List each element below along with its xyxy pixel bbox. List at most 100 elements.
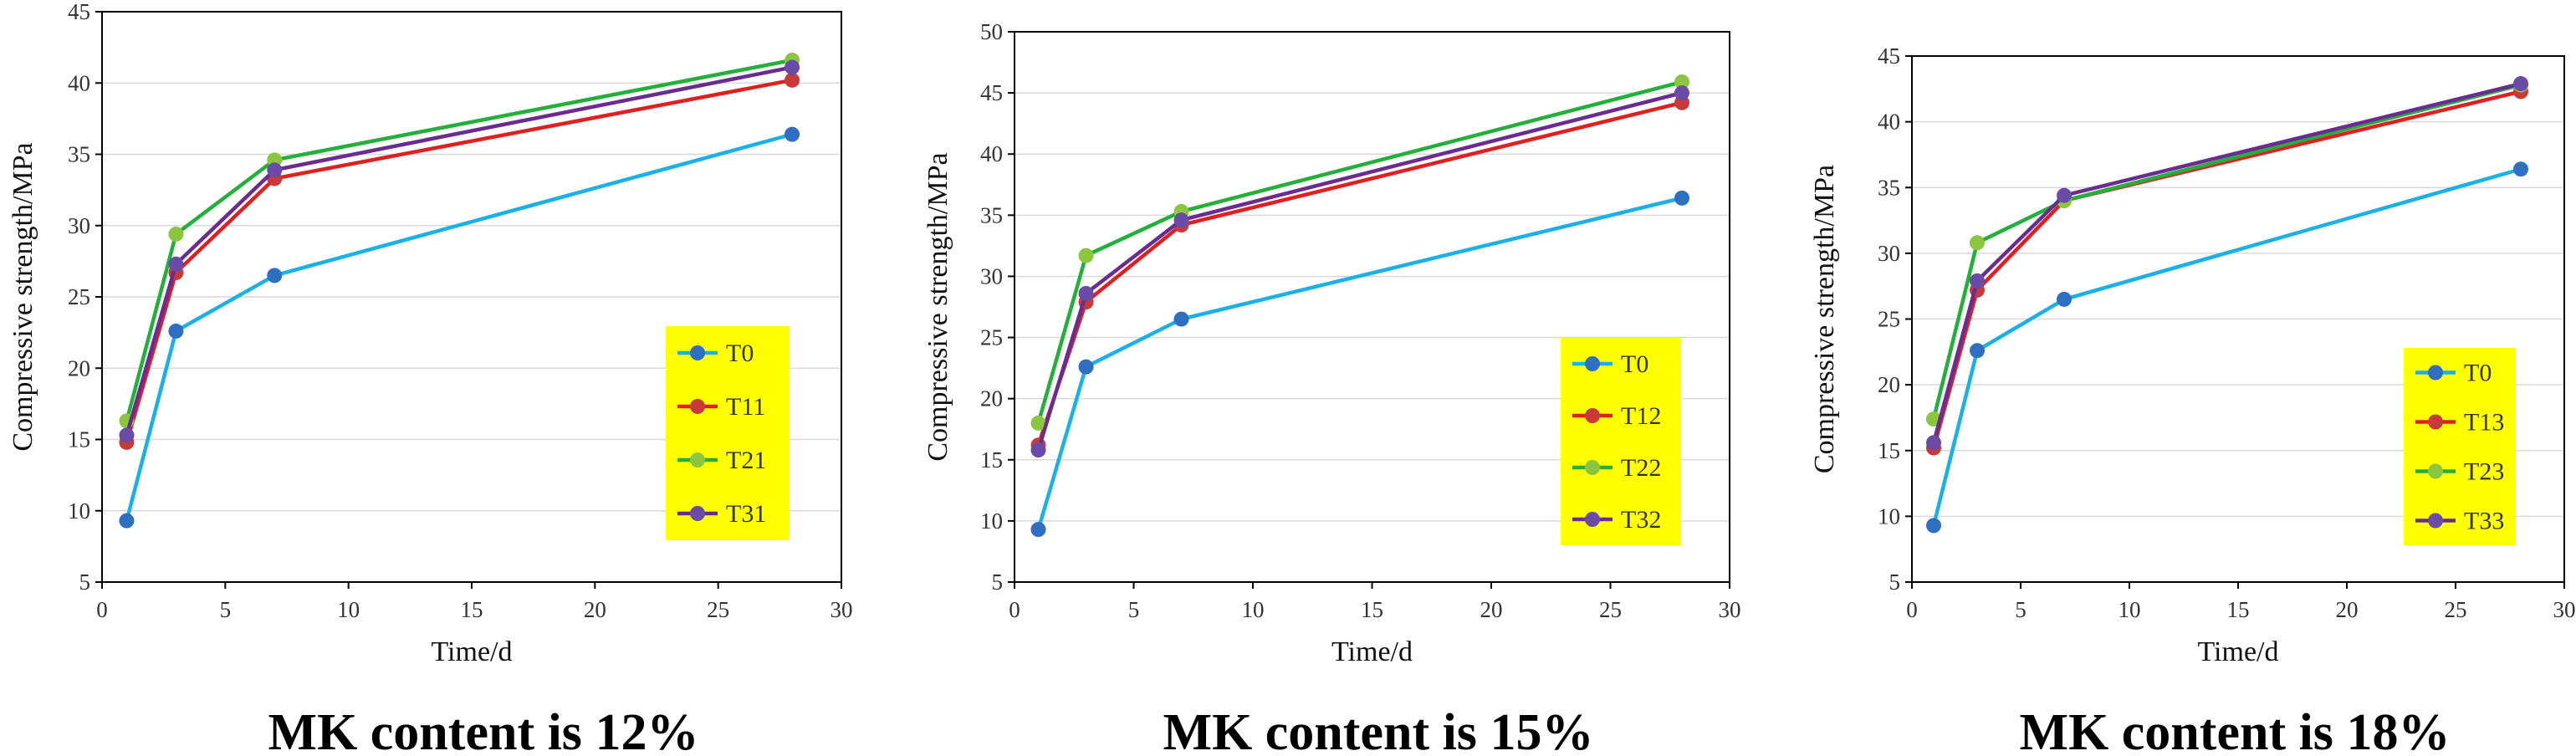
legend-label-t21: T21: [726, 447, 766, 474]
legend-swatch-marker: [690, 506, 705, 521]
x-tick-label: 5: [2015, 597, 2027, 622]
x-tick-label: 15: [461, 597, 483, 622]
data-point-t0: [1926, 518, 1941, 534]
legend-swatch-marker: [2428, 414, 2443, 430]
legend-swatch-marker: [1585, 512, 1600, 527]
data-point-t32: [1674, 85, 1689, 101]
y-tick-label: 10: [980, 508, 1003, 534]
y-tick-label: 30: [68, 213, 90, 238]
x-tick-label: 0: [1906, 597, 1918, 622]
x-tick-label: 30: [2553, 597, 2576, 622]
data-point-t0: [1970, 343, 1985, 359]
legend-label-t32: T32: [1621, 506, 1661, 534]
y-tick-label: 25: [68, 284, 90, 309]
data-point-t33: [2513, 76, 2528, 92]
y-tick-label: 45: [980, 80, 1003, 105]
series-line-t11: [125, 78, 793, 443]
y-tick-label: 15: [1878, 438, 1900, 463]
legend-label-t11: T11: [726, 393, 765, 421]
legend-label-t12: T12: [1621, 402, 1661, 430]
series-line-t31: [125, 65, 793, 437]
data-point-t32: [1173, 212, 1189, 228]
legend-label-t0: T0: [2464, 360, 2492, 387]
data-point-t31: [119, 427, 135, 443]
y-tick-label: 10: [68, 498, 90, 524]
data-point-t0: [267, 268, 283, 284]
data-point-t32: [1078, 285, 1094, 301]
chart-3: 0 5 10 15 20 25 3051015202530354045Time/dCompr…: [1809, 43, 2576, 756]
data-point-t0: [1030, 522, 1046, 538]
x-tick-label: 30: [1719, 597, 1741, 622]
series-line-t32: [1036, 90, 1683, 451]
y-tick-label: 30: [980, 263, 1003, 289]
x-tick-label: 0: [96, 597, 108, 622]
x-axis-label: Time/d: [2197, 636, 2278, 667]
chart-1: 0 5 10 15 20 25 3051015202530354045Time/dCompr…: [8, 0, 853, 756]
legend-swatch-marker: [1585, 356, 1600, 371]
legend-label-t22: T22: [1621, 454, 1661, 482]
y-tick-label: 40: [68, 70, 90, 95]
y-axis-label: Compressive strength/MPa: [923, 152, 953, 461]
y-tick-label: 50: [980, 19, 1003, 44]
data-point-t33: [2057, 187, 2072, 203]
x-tick-label: 20: [2336, 597, 2359, 622]
legend-label-t33: T33: [2464, 508, 2504, 535]
y-tick-label: 35: [68, 142, 90, 167]
chart-caption: MK content is 18%: [2020, 704, 2451, 756]
legend: T0 T12 T22 T32: [1561, 338, 1681, 545]
x-tick-label: 30: [831, 597, 853, 622]
data-point-t33: [1970, 273, 1985, 289]
data-point-t0: [1078, 359, 1094, 375]
data-point-t0: [2513, 161, 2528, 177]
legend-swatch-marker: [2428, 365, 2443, 381]
data-point-t33: [1926, 435, 1941, 451]
x-tick-label: 25: [707, 597, 729, 622]
data-point-t0: [1173, 311, 1189, 327]
y-tick-label: 20: [1878, 372, 1900, 397]
legend-background: [666, 326, 790, 540]
y-tick-label: 10: [1878, 503, 1900, 529]
y-tick-label: 40: [1878, 110, 1900, 135]
chart-caption: MK content is 12%: [268, 704, 699, 756]
x-tick-label: 5: [1128, 597, 1140, 622]
legend-swatch-marker: [2428, 513, 2443, 529]
series-line-t0: [1036, 196, 1683, 530]
y-axis-label: Compressive strength/MPa: [8, 142, 38, 451]
x-tick-label: 10: [1242, 597, 1265, 622]
data-point-t0: [168, 323, 184, 339]
series-line-t21: [125, 58, 793, 421]
data-point-t11: [785, 72, 800, 88]
chart-2: 0 5 10 15 20 25 305101520253035404550Time/dCom…: [923, 19, 1741, 756]
x-tick-label: 25: [1599, 597, 1622, 622]
series-line-t23: [1931, 83, 2522, 420]
data-point-t31: [168, 256, 184, 272]
data-point-t32: [1030, 442, 1046, 458]
data-point-t21: [168, 226, 184, 242]
legend-swatch-marker: [690, 399, 705, 414]
legend: T0 T13 T23 T33: [2404, 348, 2516, 545]
legend: T0 T11 T21 T31: [666, 326, 790, 540]
series-line-t0: [1931, 167, 2522, 526]
series-line-t0: [125, 132, 793, 522]
legend-swatch-marker: [690, 452, 705, 467]
legend-swatch-marker: [2428, 463, 2443, 479]
x-tick-label: 10: [2119, 597, 2141, 622]
y-tick-label: 15: [68, 427, 90, 452]
data-point-t22: [1078, 248, 1094, 263]
y-tick-label: 35: [980, 202, 1003, 227]
y-tick-label: 40: [980, 141, 1003, 166]
data-point-t31: [267, 162, 283, 178]
y-tick-label: 35: [1878, 175, 1900, 200]
x-tick-label: 20: [1480, 597, 1503, 622]
x-tick-label: 5: [220, 597, 232, 622]
data-point-t0: [1674, 190, 1689, 206]
legend-label-t13: T13: [2464, 409, 2504, 437]
legend-background: [1561, 338, 1681, 545]
legend-swatch-marker: [1585, 460, 1600, 475]
chart-caption: MK content is 15%: [1163, 704, 1594, 756]
data-point-t23: [1970, 235, 1985, 251]
legend-swatch-marker: [690, 345, 705, 360]
x-tick-label: 15: [2227, 597, 2250, 622]
series-line-t33: [1931, 81, 2522, 443]
